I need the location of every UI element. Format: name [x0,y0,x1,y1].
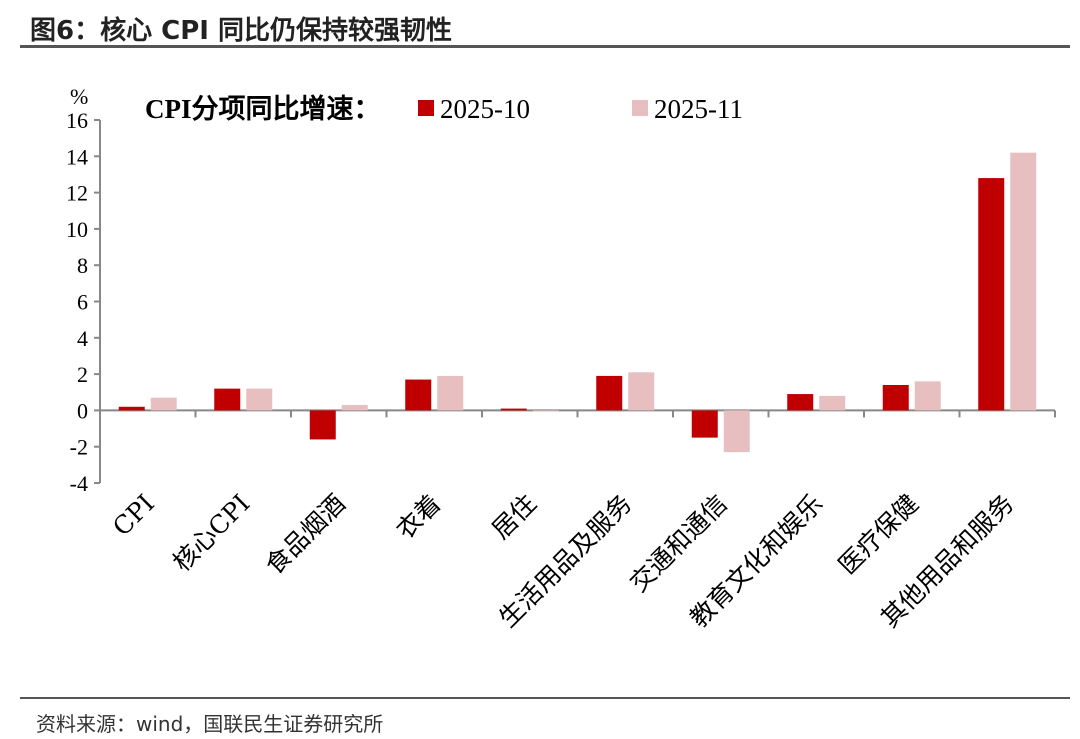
bar-2025-10 [118,406,145,411]
y-tick-label: 12 [66,181,88,206]
bar-2025-11 [437,375,464,411]
bar-2025-11 [628,372,655,411]
y-tick-label: -4 [70,471,88,496]
bar-2025-11 [819,395,846,411]
category-label: 居住 [486,489,542,545]
bar-2025-11 [1010,152,1037,411]
category-label: 食品烟酒 [260,489,351,580]
bar-2025-10 [214,388,241,411]
bar-2025-10 [309,410,336,440]
y-tick-label: 14 [66,144,88,169]
bar-2025-10 [691,410,718,438]
category-label: 医疗保健 [833,489,924,580]
category-label: 核心CPI [167,489,255,577]
y-tick-label: 10 [66,217,88,242]
y-tick-label: 8 [77,253,88,278]
y-tick-label: 2 [77,362,88,387]
legend-title: CPI分项同比增速： [145,93,381,124]
y-tick-label: 4 [77,326,88,351]
bar-2025-11 [246,388,273,411]
legend-swatch [418,100,434,116]
source-note: 资料来源：wind，国联民生证券研究所 [36,712,384,736]
bar-2025-11 [914,381,941,411]
bar-2025-11 [532,410,559,412]
y-unit-label: % [70,84,88,109]
bar-2025-11 [150,397,177,411]
bar-2025-11 [723,410,750,453]
y-tick-label: 16 [66,108,88,133]
legend-label: 2025-11 [654,94,743,124]
legend-label: 2025-10 [440,94,530,124]
bar-2025-10 [500,408,527,411]
category-label: 衣着 [391,489,447,545]
legend-swatch [632,100,648,116]
y-tick-label: 0 [77,398,88,423]
title-divider [20,45,1070,48]
bar-2025-10 [978,178,1005,411]
figure-title: 图6：核心 CPI 同比仍保持较强韧性 [30,16,453,46]
bar-2025-10 [596,375,623,411]
bar-2025-10 [882,384,909,411]
y-tick-label: -2 [70,435,88,460]
y-tick-label: 6 [77,290,88,315]
bar-2025-11 [341,404,368,411]
category-label: CPI [107,489,160,542]
bar-2025-10 [405,379,432,411]
footer-divider [20,697,1070,699]
bar-2025-10 [787,394,814,411]
